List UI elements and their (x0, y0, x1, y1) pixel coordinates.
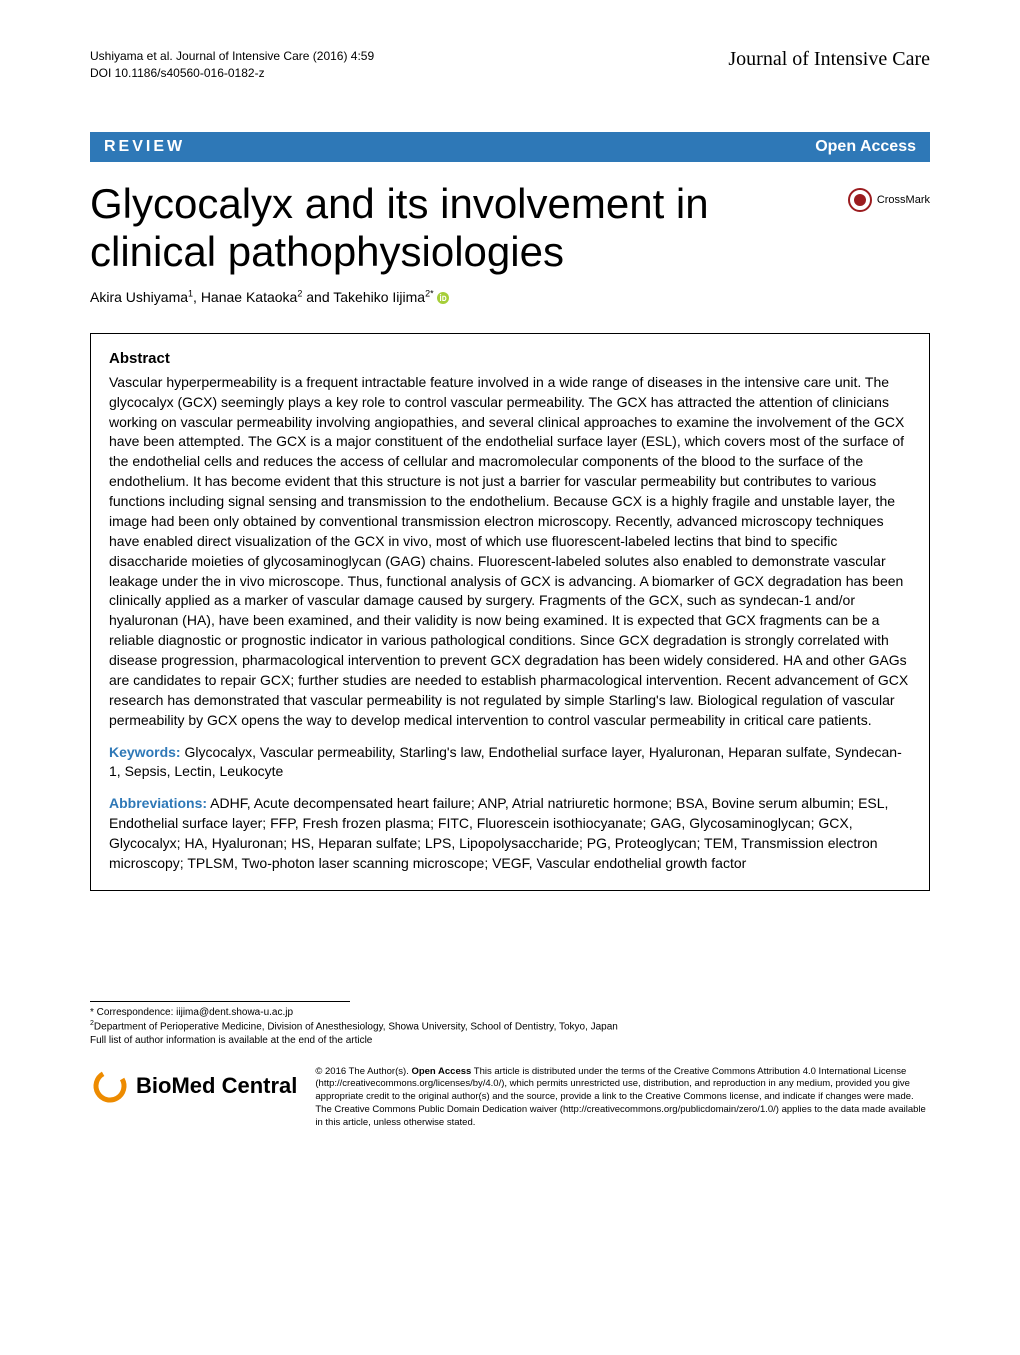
abstract-body: Vascular hyperpermeability is a frequent… (109, 373, 911, 731)
doi-text: DOI 10.1186/s40560-016-0182-z (90, 65, 374, 82)
footer-block: * Correspondence: iijima@dent.showa-u.ac… (90, 1006, 930, 1048)
header-citation-block: Ushiyama et al. Journal of Intensive Car… (90, 48, 374, 82)
abbreviations-text: ADHF, Acute decompensated heart failure;… (109, 795, 888, 871)
license-bold: Open Access (411, 1066, 471, 1077)
article-type-banner: REVIEW Open Access (90, 132, 930, 162)
keywords-text: Glycocalyx, Vascular permeability, Starl… (109, 744, 902, 780)
article-title: Glycocalyx and its involvement in clinic… (90, 180, 828, 277)
license-prefix: © 2016 The Author(s). (315, 1066, 411, 1077)
abstract-heading: Abstract (109, 350, 911, 367)
orcid-icon[interactable] (437, 292, 449, 304)
crossmark-label: CrossMark (877, 194, 930, 206)
abstract-box: Abstract Vascular hyperpermeability is a… (90, 333, 930, 891)
journal-name: Journal of Intensive Care (728, 48, 930, 71)
crossmark-icon (848, 188, 872, 212)
keywords-label: Keywords: (109, 744, 181, 760)
crossmark-badge[interactable]: CrossMark (848, 188, 930, 212)
footer-rule (90, 1001, 350, 1002)
correspondence-line: * Correspondence: iijima@dent.showa-u.ac… (90, 1006, 930, 1020)
license-text: © 2016 The Author(s). Open Access This a… (315, 1066, 930, 1130)
affiliation-line: 2Department of Perioperative Medicine, D… (90, 1019, 930, 1034)
abbreviations-block: Abbreviations: ADHF, Acute decompensated… (109, 794, 911, 874)
authors-note: Full list of author information is avail… (90, 1034, 930, 1048)
authors-line: Akira Ushiyama1, Hanae Kataoka2 and Take… (90, 288, 930, 305)
affiliation-text: Department of Perioperative Medicine, Di… (94, 1022, 618, 1033)
abbreviations-label: Abbreviations: (109, 795, 207, 811)
open-access-label: Open Access (815, 138, 916, 156)
license-row: BioMed Central © 2016 The Author(s). Ope… (90, 1066, 930, 1130)
citation-text: Ushiyama et al. Journal of Intensive Car… (90, 48, 374, 65)
bmc-brand-text: BioMed Central (136, 1073, 297, 1099)
page-header: Ushiyama et al. Journal of Intensive Car… (90, 48, 930, 82)
bmc-icon (90, 1066, 130, 1106)
keywords-block: Keywords: Glycocalyx, Vascular permeabil… (109, 743, 911, 783)
article-type: REVIEW (104, 138, 185, 156)
biomed-central-logo: BioMed Central (90, 1066, 297, 1106)
authors-text: Akira Ushiyama1, Hanae Kataoka2 and Take… (90, 289, 434, 305)
